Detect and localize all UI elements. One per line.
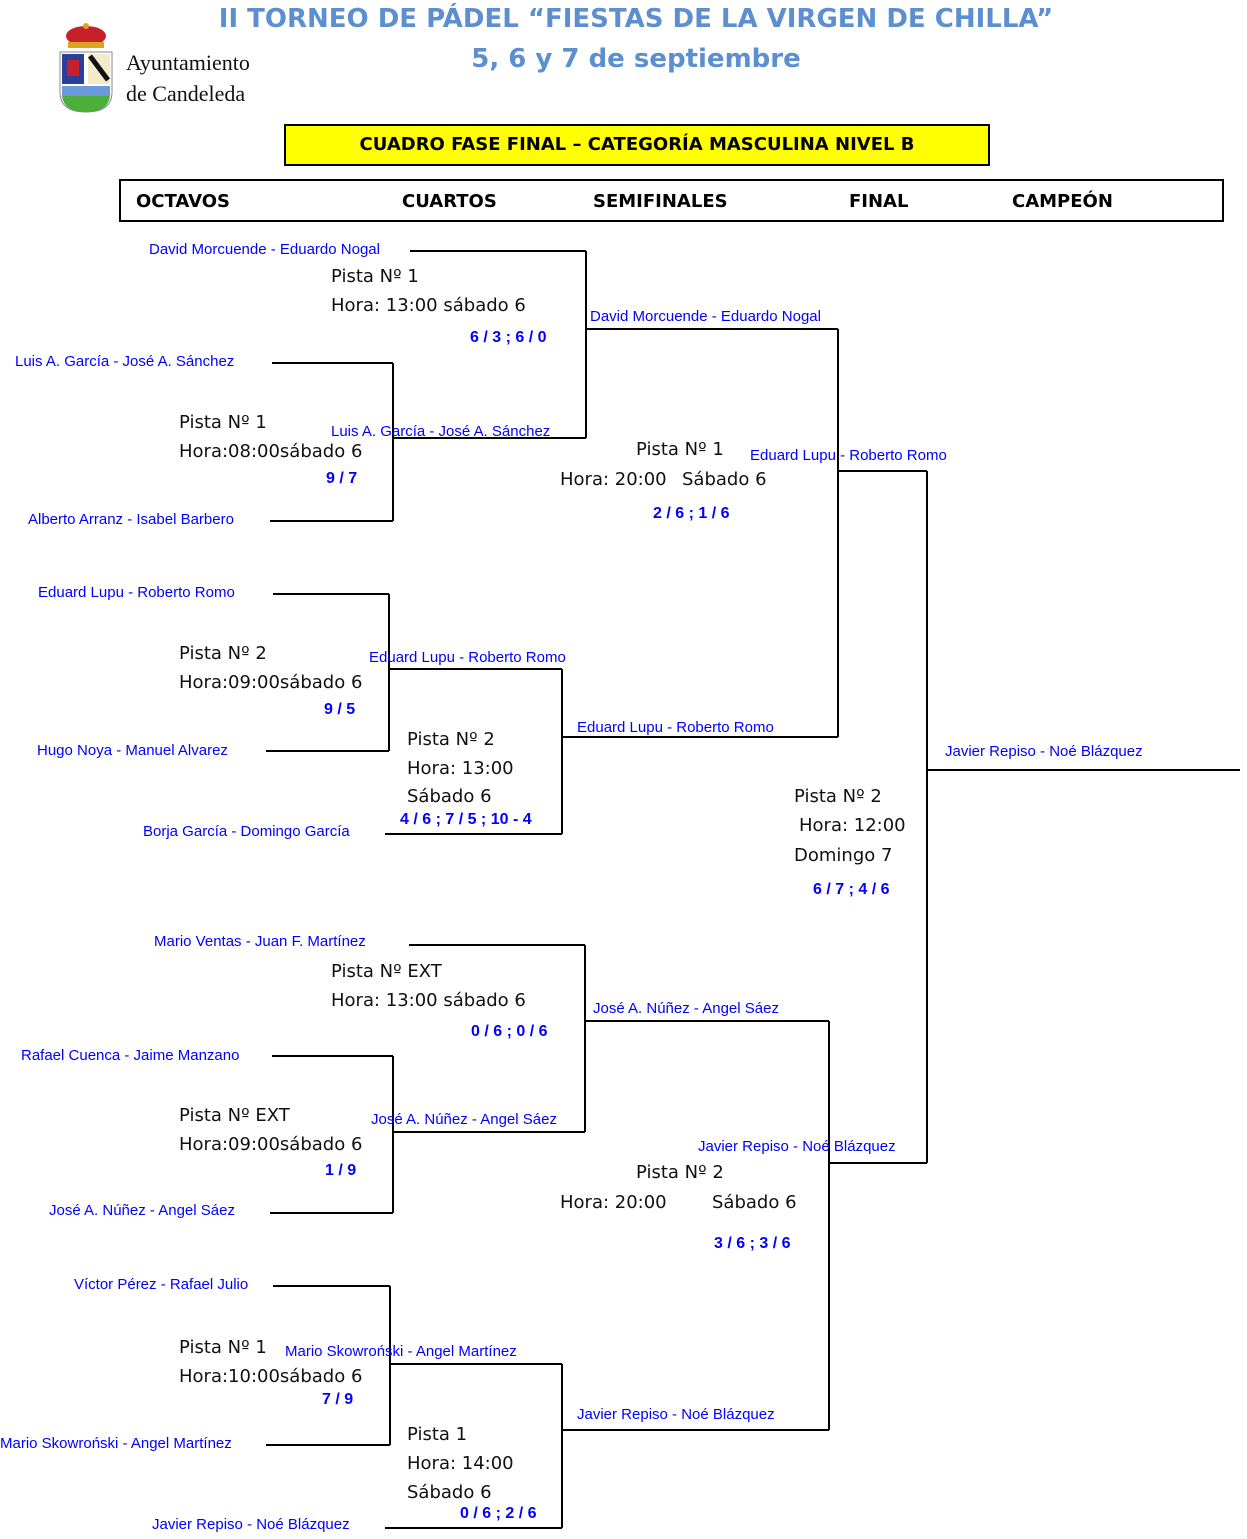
- match-day: Domingo 7: [794, 845, 893, 866]
- winner-name: Javier Repiso - Noé Blázquez: [698, 1138, 896, 1155]
- winner-name: Eduard Lupu - Roberto Romo: [577, 719, 774, 736]
- team-name: Alberto Arranz - Isabel Barbero: [28, 511, 234, 528]
- winner-name: Eduard Lupu - Roberto Romo: [369, 649, 566, 666]
- court-label: Pista Nº 2: [794, 786, 882, 807]
- team-name: Mario Skowroński - Angel Martínez: [0, 1435, 232, 1452]
- winner-name: Javier Repiso - Noé Blázquez: [577, 1406, 775, 1423]
- match-time: Hora:09:00sábado 6: [179, 1134, 363, 1155]
- court-label: Pista 1: [407, 1424, 468, 1445]
- match-time: Hora: 13:00: [407, 758, 514, 779]
- round-campeon: CAMPEÓN: [1012, 191, 1113, 212]
- team-name: Mario Ventas - Juan F. Martínez: [154, 933, 366, 950]
- match-score: 7 / 9: [322, 1391, 354, 1408]
- winner-name: José A. Núñez - Angel Sáez: [371, 1111, 557, 1128]
- round-final: FINAL: [849, 191, 909, 212]
- court-label: Pista Nº 1: [331, 266, 419, 287]
- court-label: Pista Nº 2: [636, 1162, 724, 1183]
- court-label: Pista Nº 2: [407, 729, 495, 750]
- match-score: 2 / 6 ; 1 / 6: [653, 505, 730, 522]
- match-day: Sábado 6: [682, 469, 767, 490]
- court-label: Pista Nº 1: [636, 439, 724, 460]
- match-time: Hora: 14:00: [407, 1453, 514, 1474]
- match-time: Hora:08:00sábado 6: [179, 441, 363, 462]
- tournament-title: II TORNEO DE PÁDEL “FIESTAS DE LA VIRGEN…: [218, 4, 1054, 34]
- team-name: Javier Repiso - Noé Blázquez: [152, 1516, 350, 1533]
- winner-name: Luis A. García - José A. Sánchez: [331, 423, 551, 440]
- match-score: 4 / 6 ; 7 / 5 ; 10 - 4: [400, 811, 532, 828]
- winner-name: Mario Skowroński - Angel Martínez: [285, 1343, 517, 1360]
- team-name: Eduard Lupu - Roberto Romo: [38, 584, 235, 601]
- rounds-header: OCTAVOS CUARTOS SEMIFINALES FINAL CAMPEÓ…: [119, 179, 1224, 222]
- coat-of-arms-logo: [59, 23, 113, 113]
- team-name: David Morcuende - Eduardo Nogal: [149, 241, 380, 258]
- match-score: 3 / 6 ; 3 / 6: [714, 1235, 791, 1252]
- match-score: 0 / 6 ; 2 / 6: [460, 1505, 537, 1522]
- team-name: José A. Núñez - Angel Sáez: [49, 1202, 235, 1219]
- round-semifinales: SEMIFINALES: [593, 191, 728, 212]
- match-score: 9 / 7: [326, 470, 358, 487]
- match-time: Hora: 20:00: [560, 1192, 667, 1213]
- tournament-dates: 5, 6 y 7 de septiembre: [471, 44, 801, 74]
- match-score: 9 / 5: [324, 701, 356, 718]
- org-name-line2: de Candeleda: [126, 81, 246, 106]
- match-day: Sábado 6: [407, 786, 492, 807]
- match-time: Hora: 13:00 sábado 6: [331, 990, 526, 1011]
- match-day: Sábado 6: [712, 1192, 797, 1213]
- court-label: Pista Nº EXT: [179, 1105, 290, 1126]
- round-cuartos: CUARTOS: [402, 191, 497, 212]
- match-score: 6 / 7 ; 4 / 6: [813, 881, 890, 898]
- court-label: Pista Nº 1: [179, 412, 267, 433]
- match-score: 1 / 9: [325, 1162, 357, 1179]
- winner-name: David Morcuende - Eduardo Nogal: [590, 308, 821, 325]
- champion-name: Javier Repiso - Noé Blázquez: [945, 743, 1143, 760]
- winner-name: Eduard Lupu - Roberto Romo: [750, 447, 947, 464]
- team-name: Hugo Noya - Manuel Alvarez: [37, 742, 228, 759]
- court-label: Pista Nº EXT: [331, 961, 442, 982]
- match-score: 0 / 6 ; 0 / 6: [471, 1023, 548, 1040]
- round-octavos: OCTAVOS: [136, 191, 230, 212]
- match-time: Hora: 20:00: [560, 469, 667, 490]
- court-label: Pista Nº 2: [179, 643, 267, 664]
- match-time: Hora: 13:00 sábado 6: [331, 295, 526, 316]
- winner-name: José A. Núñez - Angel Sáez: [593, 1000, 779, 1017]
- category-banner: CUADRO FASE FINAL – CATEGORÍA MASCULINA …: [284, 124, 990, 166]
- match-time: Hora:09:00sábado 6: [179, 672, 363, 693]
- match-day: Sábado 6: [407, 1482, 492, 1503]
- match-time: Hora: 12:00: [799, 815, 906, 836]
- team-name: Luis A. García - José A. Sánchez: [15, 353, 235, 370]
- team-name: Víctor Pérez - Rafael Julio: [74, 1276, 249, 1293]
- team-name: Rafael Cuenca - Jaime Manzano: [21, 1047, 240, 1064]
- match-time: Hora:10:00sábado 6: [179, 1366, 363, 1387]
- match-score: 6 / 3 ; 6 / 0: [470, 329, 547, 346]
- team-name: Borja García - Domingo García: [143, 823, 350, 840]
- org-name-line1: Ayuntamiento: [126, 50, 250, 75]
- court-label: Pista Nº 1: [179, 1337, 267, 1358]
